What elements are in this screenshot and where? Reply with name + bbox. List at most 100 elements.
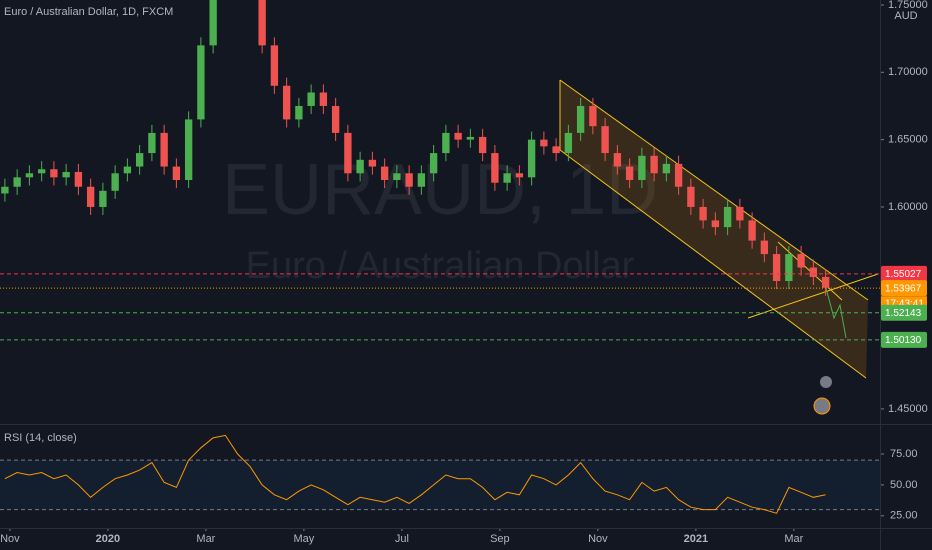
y-tick-label: 1.70000 [888,66,928,78]
candle-body [442,132,450,154]
rsi-band [0,460,880,510]
candle-body [589,105,597,127]
candle-body [491,153,499,183]
candle-body [601,126,609,154]
candle-body [356,159,364,174]
candle-body [478,136,487,154]
candle-body [25,173,34,178]
candle-body [429,153,438,174]
candle-body [552,146,560,154]
watermark-sub: Euro / Australian Dollar [246,245,635,287]
candle-body [270,45,279,86]
candle-body [650,155,658,174]
candle-body [760,240,769,255]
event-icon [820,376,832,388]
price-tag-label: 1.50130 [885,335,922,346]
x-tick-label: Nov [588,533,608,545]
candle-body [368,159,377,167]
candle-body [613,153,622,167]
rsi-tick-label: 75.00 [890,448,918,460]
candle-body [86,186,95,207]
candle-body [687,186,695,207]
projection [825,287,847,339]
price-tag-label: 1.53967 [885,283,922,294]
candle-body [454,132,462,140]
candle-body [723,206,732,228]
candle-body [785,254,793,282]
x-tick-label: Mar [784,533,803,545]
y-tick-label: 1.65000 [888,134,928,146]
price-tag-label: 1.52143 [885,308,922,319]
candle-body [258,0,266,46]
price-tag-label: 1.55027 [885,269,922,280]
x-tick-label: Jul [395,533,409,545]
candle-body [380,166,389,181]
x-tick-label: May [293,533,314,545]
candle-body [331,105,340,133]
candle-body [540,139,548,147]
candle-body [527,139,536,178]
candle-body [564,132,573,154]
candle-body [50,169,58,178]
rsi-line [4,434,826,514]
candle-body [184,119,193,181]
candle-body [172,166,181,181]
y-tick-label: 1.45000 [888,403,928,415]
price-tag [881,331,927,348]
candle-body [466,136,475,140]
rsi-tick-label: 25.00 [890,510,918,522]
candle-body [148,132,156,154]
candle-body [13,177,21,187]
x-tick-label: Nov [0,533,20,545]
candle-body [625,166,634,181]
candle-body [417,173,426,187]
watermark: EURAUD, 1D [222,150,658,230]
currency-label: AUD [894,10,917,22]
x-tick-label: Sep [490,533,510,545]
candle-body [809,267,818,277]
candle-body [736,206,744,221]
candle-body [282,85,291,120]
candle-body [772,254,781,282]
chart-title: Euro / Australian Dollar, 1D, FXCM [4,6,173,18]
channel-upper [559,79,869,301]
candle-body [1,186,9,194]
y-tick-label: 1.60000 [888,201,928,213]
candle-body [748,220,756,241]
candle-body [821,276,830,288]
candle-body [197,45,205,120]
candle-body [74,171,83,187]
event-icon [813,397,831,415]
candle-body [576,105,585,133]
candle-body [662,163,671,174]
candle-body [307,92,315,106]
countdown-label: 17:43:41 [885,298,924,309]
candle-body [797,254,805,268]
candle-body [160,132,168,167]
x-tick-label: 2020 [96,533,120,545]
candle-body [62,171,70,178]
price-tag [881,265,927,282]
candle-body [711,220,720,228]
y-tick-label: 1.75000 [888,0,928,11]
candle-body [135,153,144,167]
candle-body [123,166,132,174]
x-tick-label: 2021 [684,533,708,545]
candle-body [515,173,524,178]
main-pane [0,0,880,341]
candle-body [405,173,413,187]
candle-body [674,163,683,187]
candle-body [111,173,119,191]
candle-body [295,105,303,120]
candle-body [99,190,107,207]
triangle-lower [747,273,879,319]
x-tick-label: Mar [196,533,215,545]
price-tag [881,280,927,297]
candle-body [209,0,217,46]
candle-body [699,206,707,221]
rsi-title: RSI (14, close) [4,432,77,444]
candle-body [37,169,46,174]
